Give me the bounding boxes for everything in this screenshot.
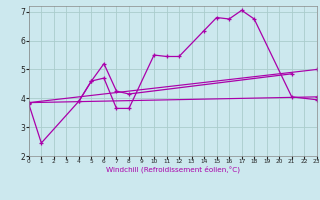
X-axis label: Windchill (Refroidissement éolien,°C): Windchill (Refroidissement éolien,°C) bbox=[106, 166, 240, 173]
